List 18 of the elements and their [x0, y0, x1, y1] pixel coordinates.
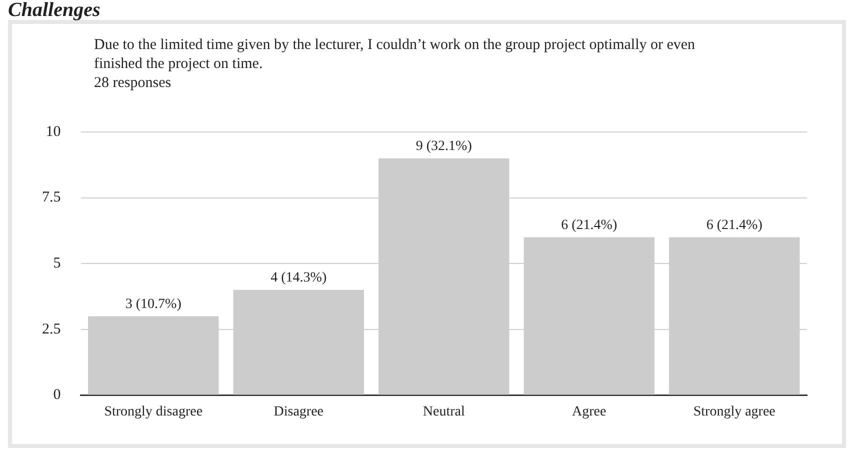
y-tick-label: 0 — [53, 387, 61, 404]
chart-title: Due to the limited time given by the lecturer, I couldn’t work on the group project optimally or even finished the project on time. — [94, 36, 696, 74]
x-tick-label: Agree — [572, 404, 606, 420]
data-label: 6 (21.4%) — [706, 218, 763, 233]
y-tick-label: 10 — [46, 124, 61, 140]
data-label: 4 (14.3%) — [270, 270, 327, 286]
x-tick-label: Strongly disagree — [104, 404, 203, 420]
data-label: 9 (32.1%) — [416, 138, 472, 154]
y-tick-label: 7.5 — [42, 190, 61, 206]
y-tick-label: 5 — [53, 256, 61, 272]
y-tick-label: 2.5 — [42, 321, 61, 338]
x-tick-label: Strongly agree — [693, 404, 776, 420]
data-label: 3 (10.7%) — [125, 296, 182, 312]
data-label: 6 (21.4%) — [561, 218, 618, 233]
text: Challenges — [8, 0, 102, 21]
chart-subtitle: 28 responses — [94, 74, 172, 93]
x-tick-label: Disagree — [274, 404, 324, 420]
x-tick-label: Neutral — [422, 404, 465, 420]
